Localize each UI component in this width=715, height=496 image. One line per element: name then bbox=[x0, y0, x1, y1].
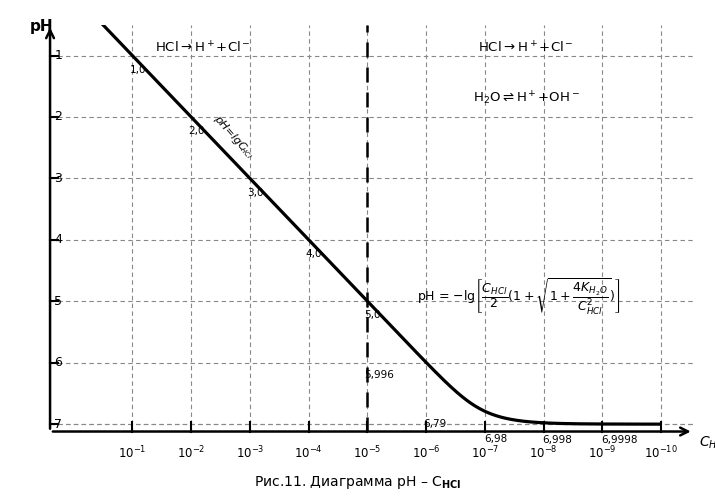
Text: $10^{-10}$: $10^{-10}$ bbox=[644, 445, 678, 462]
Text: $10^{-7}$: $10^{-7}$ bbox=[470, 445, 499, 462]
Text: 6,98: 6,98 bbox=[484, 434, 507, 444]
Text: 5,0: 5,0 bbox=[365, 310, 381, 320]
Text: $C_{HCl}$: $C_{HCl}$ bbox=[699, 434, 715, 451]
Text: 7: 7 bbox=[54, 418, 62, 431]
Text: pH=lgC: pH=lgC bbox=[212, 114, 247, 152]
Text: H$_2$O$\rightleftharpoons$H$^+$+OH$^-$: H$_2$O$\rightleftharpoons$H$^+$+OH$^-$ bbox=[473, 89, 580, 107]
Text: $10^{-1}$: $10^{-1}$ bbox=[118, 445, 147, 462]
Text: 5: 5 bbox=[54, 295, 62, 308]
Text: 6: 6 bbox=[54, 356, 62, 369]
Text: 6,79: 6,79 bbox=[423, 419, 446, 429]
Text: $10^{-3}$: $10^{-3}$ bbox=[236, 445, 264, 462]
Text: Рис.11. Диаграмма pH – С$_{\mathbf{HCl}}$: Рис.11. Диаграмма pH – С$_{\mathbf{HCl}}… bbox=[254, 474, 461, 491]
Text: 4,0: 4,0 bbox=[306, 249, 322, 259]
Text: $10^{-9}$: $10^{-9}$ bbox=[588, 445, 617, 462]
Text: 1,0: 1,0 bbox=[129, 65, 146, 75]
Text: 6,998: 6,998 bbox=[543, 435, 573, 445]
Text: $10^{-6}$: $10^{-6}$ bbox=[412, 445, 440, 462]
Text: 2,0: 2,0 bbox=[188, 126, 204, 136]
Text: HCl$\rightarrow$H$^+$+Cl$^-$: HCl$\rightarrow$H$^+$+Cl$^-$ bbox=[478, 40, 574, 56]
Text: HCl$\rightarrow$H$^+$+Cl$^-$: HCl$\rightarrow$H$^+$+Cl$^-$ bbox=[155, 40, 251, 56]
Text: 2: 2 bbox=[54, 111, 62, 124]
Text: $10^{-4}$: $10^{-4}$ bbox=[295, 445, 323, 462]
Text: 4: 4 bbox=[54, 233, 62, 247]
Text: $10^{-2}$: $10^{-2}$ bbox=[177, 445, 205, 462]
Text: $10^{-5}$: $10^{-5}$ bbox=[353, 445, 382, 462]
Text: 5,996: 5,996 bbox=[365, 370, 395, 380]
Text: 3: 3 bbox=[54, 172, 62, 185]
Text: pH: pH bbox=[29, 19, 53, 34]
Text: 3,0: 3,0 bbox=[247, 187, 263, 197]
Text: $10^{-8}$: $10^{-8}$ bbox=[529, 445, 558, 462]
Text: 6,9998: 6,9998 bbox=[601, 435, 638, 445]
Text: $_{HCl}$: $_{HCl}$ bbox=[237, 144, 254, 161]
Text: pH = $-$lg$\left[\dfrac{C_{HCl}}{2}(1+\sqrt{1+\dfrac{4K_{H_2O}}{C^2_{HCl}}})\rig: pH = $-$lg$\left[\dfrac{C_{HCl}}{2}(1+\s… bbox=[418, 277, 621, 317]
Text: 1: 1 bbox=[54, 49, 62, 62]
